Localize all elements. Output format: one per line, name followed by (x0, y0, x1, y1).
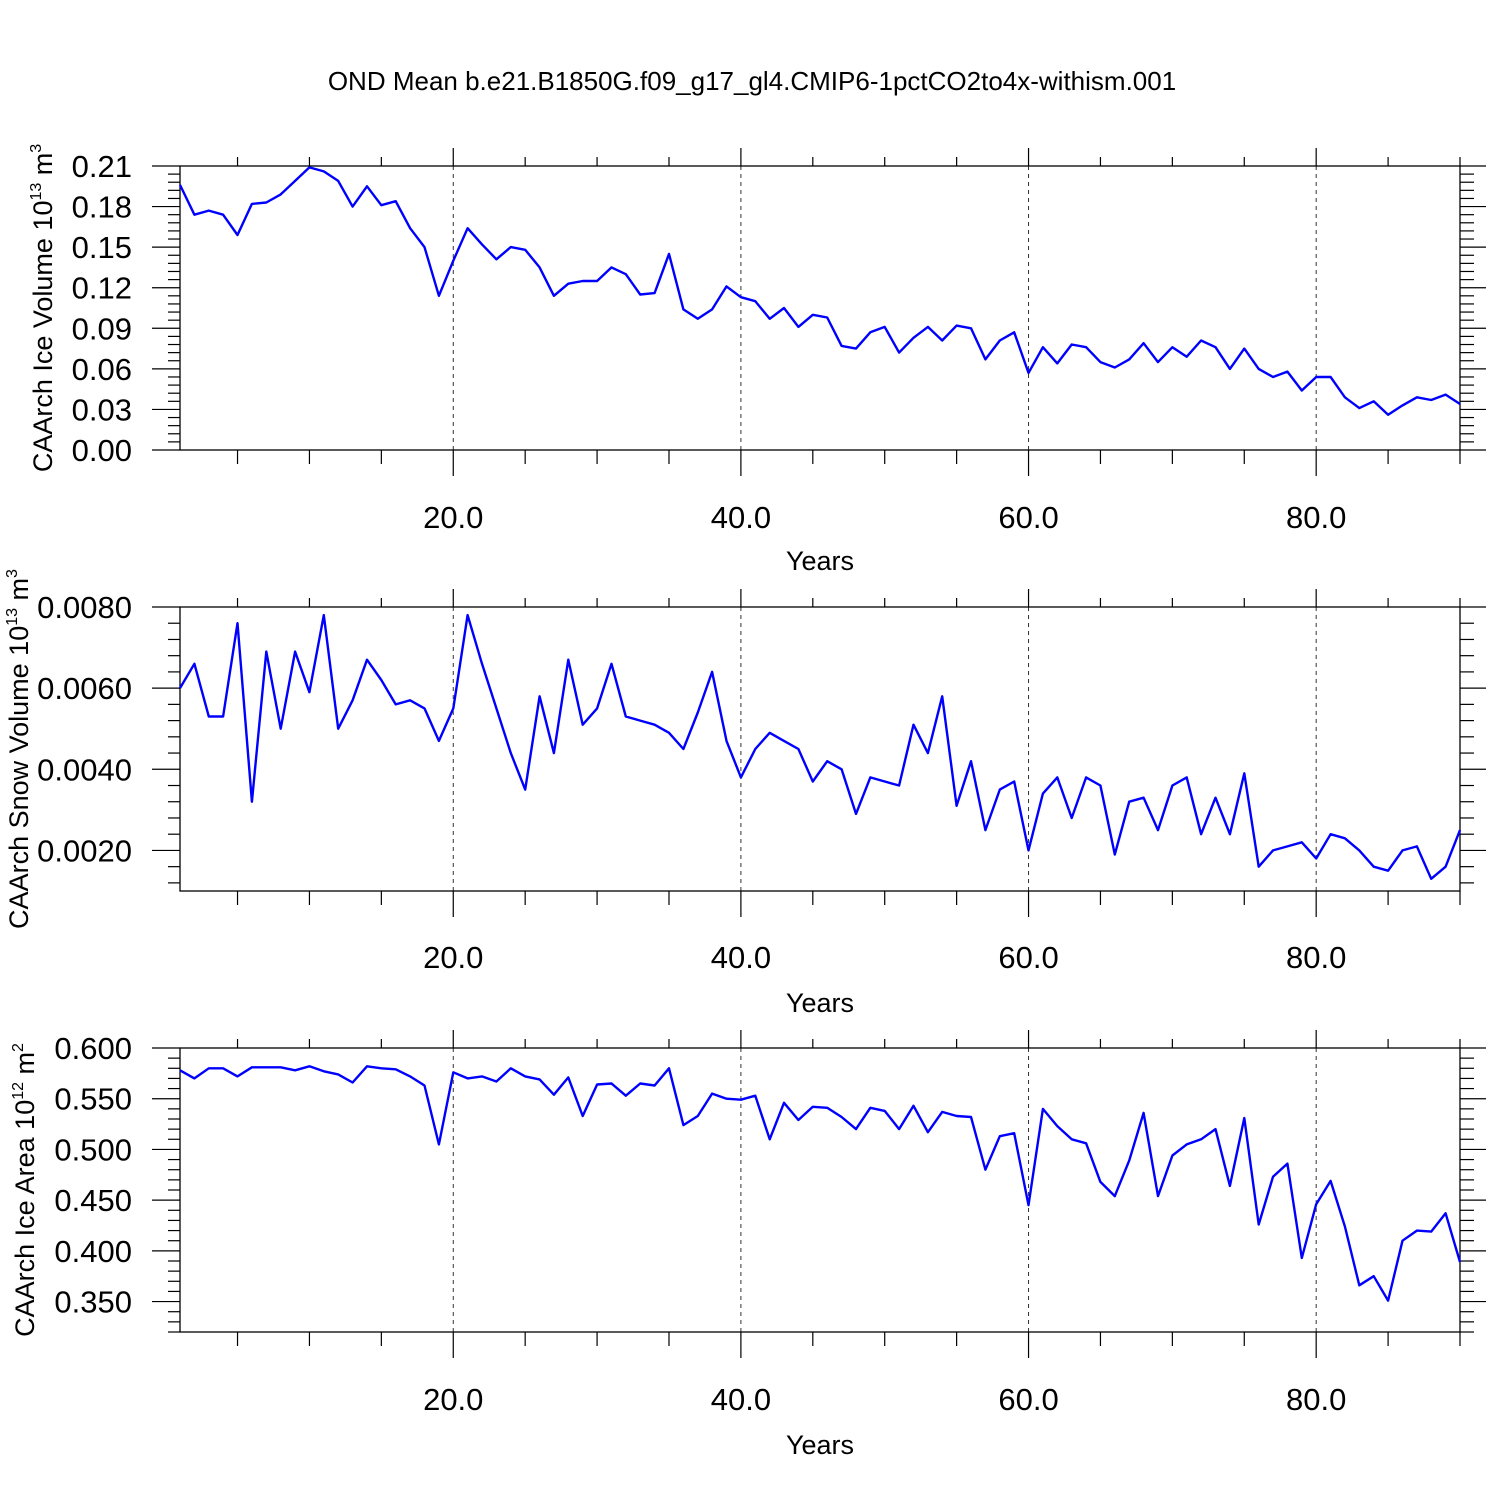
y-tick-label: 0.12 (72, 271, 132, 306)
y-tick-label: 0.0080 (37, 590, 132, 625)
y-tick-label: 0.350 (54, 1285, 132, 1320)
y-tick-label: 0.03 (72, 392, 132, 427)
x-tick-label: 60.0 (998, 940, 1058, 975)
snow-volume-panel: 0.0020 0.0040 0.0060 0.0080 20.0 40.0 60.0 80.0… (4, 569, 1486, 1018)
y-axis-label-unit-exponent: 2 (10, 1043, 27, 1052)
plot-frame (179, 606, 1461, 892)
x-tick-label: 40.0 (711, 500, 771, 535)
y-axis-label-text: CAArch Snow Volume 10 (4, 626, 34, 929)
x-tick-label: 20.0 (423, 500, 483, 535)
y-tick-label: 0.0020 (37, 833, 132, 868)
x-tick-label: 20.0 (423, 1382, 483, 1417)
y-tick-label: 0.18 (72, 190, 132, 225)
x-tick-label: 80.0 (1286, 940, 1346, 975)
y-tick-label: 0.0040 (37, 752, 132, 787)
y-tick-label: 0.15 (72, 230, 132, 265)
y-tick-label: 0.00 (72, 433, 132, 468)
ice-volume-panel: 0.00 0.03 0.06 0.09 0.12 0.15 0.18 0.21 20.0 40.0… (28, 144, 1486, 576)
x-tick-label: 40.0 (711, 1382, 771, 1417)
y-axis-label: CAArch Ice Volume 1013 m3 (28, 144, 58, 472)
y-axis-label-unit: m (10, 1052, 40, 1082)
y-axis-label-unit: m (28, 153, 58, 183)
ice-area-panel: 0.350 0.400 0.450 0.500 0.550 0.600 20.0 40.0 60… (10, 1030, 1486, 1460)
x-tick-label: 40.0 (711, 940, 771, 975)
y-tick-label: 0.450 (54, 1183, 132, 1218)
y-axis-label: CAArch Ice Area 1012 m2 (10, 1043, 40, 1337)
y-axis-label-exponent: 13 (4, 608, 21, 626)
series-line (179, 1065, 1462, 1302)
y-tick-label: 0.0060 (37, 671, 132, 706)
y-axis-label-unit-exponent: 3 (28, 144, 45, 153)
y-axis-label-exponent: 13 (28, 183, 45, 201)
y-tick-label: 0.550 (54, 1082, 132, 1117)
y-tick-label: 0.21 (72, 149, 132, 184)
x-axis-label: Years (786, 546, 854, 576)
x-axis-label: Years (786, 1430, 854, 1460)
x-tick-label: 60.0 (998, 500, 1058, 535)
y-tick-label: 0.500 (54, 1132, 132, 1167)
y-axis-label-text: CAArch Ice Area 10 (10, 1100, 40, 1337)
plot-frame (179, 165, 1461, 451)
y-tick-label: 0.06 (72, 352, 132, 387)
y-tick-label: 0.09 (72, 311, 132, 346)
x-tick-label: 60.0 (998, 1382, 1058, 1417)
y-axis-label-exponent: 12 (10, 1082, 27, 1100)
y-axis-label-unit-exponent: 3 (4, 569, 21, 578)
y-axis-label-text: CAArch Ice Volume 10 (28, 201, 58, 473)
x-tick-label: 80.0 (1286, 1382, 1346, 1417)
x-tick-label: 80.0 (1286, 500, 1346, 535)
y-axis-label: CAArch Snow Volume 1013 m3 (4, 569, 34, 929)
series-line (178, 166, 1461, 416)
x-tick-label: 20.0 (423, 940, 483, 975)
chart-title: OND Mean b.e21.B1850G.f09_g17_gl4.CMIP6-… (328, 66, 1176, 96)
series-line (178, 613, 1462, 880)
x-axis-label: Years (786, 988, 854, 1018)
y-axis-label-unit: m (4, 578, 34, 608)
y-tick-label: 0.600 (54, 1031, 132, 1066)
y-tick-label: 0.400 (54, 1234, 132, 1269)
